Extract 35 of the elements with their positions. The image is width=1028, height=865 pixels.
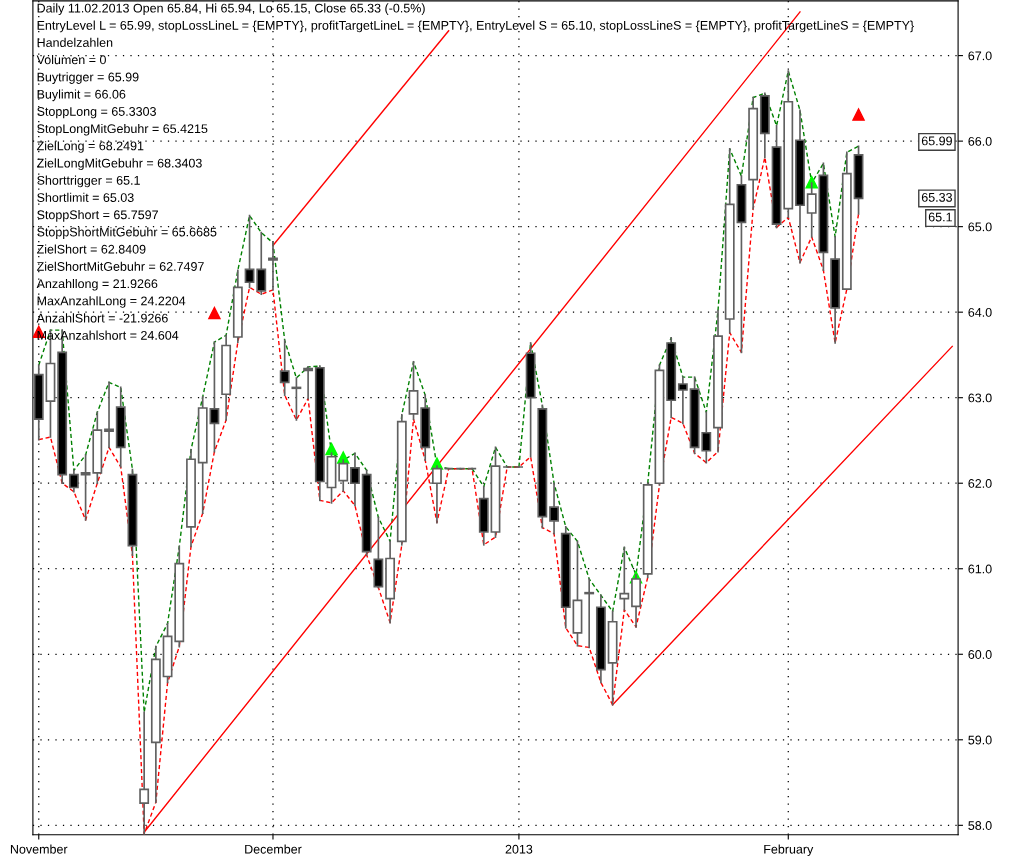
annotation: StoppShortMitGebuhr = 65.6685 xyxy=(37,227,217,239)
annotation: AnzahlShort = -21.9266 xyxy=(36,313,168,323)
y-tick-label: 59.0 xyxy=(968,735,992,745)
y-tick-label: 58.0 xyxy=(968,821,992,830)
y-tick-label: 60.0 xyxy=(968,650,992,659)
y-tick-label: 61.0 xyxy=(968,564,992,574)
annotation: ZielShortMitGebuhr = 62.7497 xyxy=(36,261,204,271)
annotation: Shortlimit = 65.03 xyxy=(37,192,134,202)
annotation: StoppShort = 65.7597 xyxy=(37,210,158,222)
x-tick-label: November xyxy=(10,844,68,854)
annotation: ZielLongMitGebuhr = 68.3403 xyxy=(36,158,202,171)
annotation: ZielLong = 68.2491 xyxy=(36,141,144,153)
annotation: Volumen = 0 xyxy=(36,55,106,65)
y-tick-label: 62.0 xyxy=(968,479,992,488)
x-tick-label: 2013 xyxy=(505,844,533,854)
x-tick-label: December xyxy=(245,844,302,854)
annotation: Buylimit = 66.06 xyxy=(37,89,126,102)
annotation: 65.99 xyxy=(921,136,952,146)
chart-title: Daily 11.02.2013 Open 65.84, Hi 65.94, Lo 65.15, Close 65.33 (-0.5%) xyxy=(37,3,425,16)
annotation: MaxAnzahlLong = 24.2204 xyxy=(37,296,186,308)
annotation: Anzahllong = 21.9266 xyxy=(36,278,158,291)
annotation: 65.1 xyxy=(928,212,952,222)
y-tick-label: 64.0 xyxy=(968,307,992,317)
annotation: Handelzahlen xyxy=(37,37,113,47)
annotation: 65.33 xyxy=(921,192,952,202)
annotation: StopLongMitGebuhr = 65.4215 xyxy=(37,123,208,136)
y-tick-label: 66.0 xyxy=(968,136,992,146)
annotation: ZielShort = 62.8409 xyxy=(36,244,146,254)
y-tick-label: 63.0 xyxy=(968,393,992,403)
y-tick-label: 67.0 xyxy=(968,51,992,61)
x-tick-label: February xyxy=(764,844,814,857)
annotation: Shorttrigger = 65.1 xyxy=(37,175,140,188)
y-tick-label: 65.0 xyxy=(968,222,992,232)
annotation: StoppLong = 65.3303 xyxy=(37,107,156,119)
annotation: Buytrigger = 65.99 xyxy=(37,72,139,84)
